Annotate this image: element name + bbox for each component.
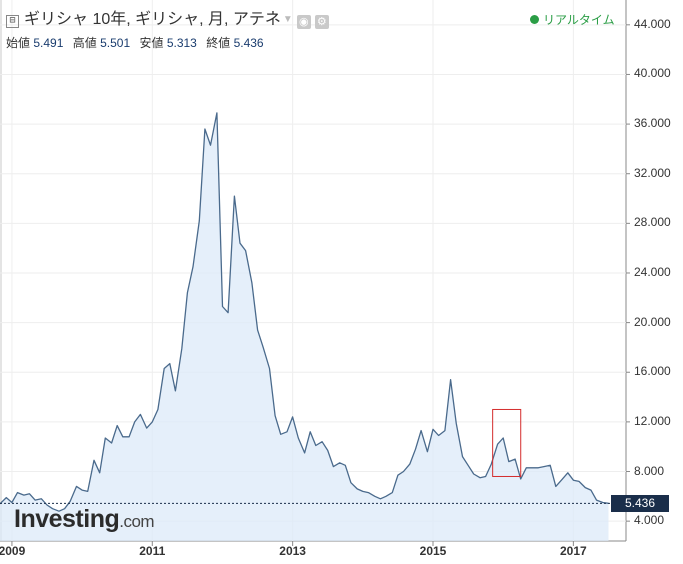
- y-tick-label: 28.000: [634, 215, 671, 230]
- open-value: 5.491: [33, 36, 64, 50]
- highlight-box: [492, 408, 522, 477]
- realtime-dot-icon: [530, 15, 539, 24]
- triangle-down-icon[interactable]: ▼: [282, 14, 293, 25]
- area-fill: [0, 112, 609, 542]
- ohlc-readout: 始値 5.491 高値 5.501 安値 5.313 終値 5.436: [6, 34, 270, 51]
- x-tick-label: 2009: [0, 544, 26, 558]
- last-value-label: 5.436: [611, 495, 669, 513]
- chart-header: ⊟ ギリシャ 10年, ギリシャ, 月, アテネ ▼ ◉ ⚙: [6, 5, 329, 29]
- series-area: [0, 112, 609, 542]
- logo-main: Investing: [14, 505, 120, 533]
- gear-icon[interactable]: ⚙: [314, 15, 329, 29]
- high-value: 5.501: [100, 36, 131, 50]
- tick-marks: [11, 24, 630, 546]
- logo-suffix: .com: [119, 512, 155, 531]
- low-value: 5.313: [166, 36, 197, 50]
- y-tick-label: 36.000: [634, 116, 671, 131]
- y-tick-label: 24.000: [634, 264, 671, 279]
- high-label: 高値: [72, 36, 97, 50]
- low-label: 安値: [139, 36, 164, 50]
- y-tick-label: 40.000: [634, 66, 671, 81]
- chart-title: ギリシャ 10年, ギリシャ, 月, アテネ: [24, 11, 281, 28]
- annotations: [0, 408, 626, 504]
- grid-lines: [0, 0, 626, 541]
- close-value: 5.436: [233, 36, 264, 50]
- collapse-button[interactable]: ⊟: [6, 15, 19, 28]
- x-tick-label: 2013: [279, 544, 306, 558]
- series-line: [0, 112, 609, 512]
- realtime-label: リアルタイム: [543, 13, 615, 27]
- open-label: 始値: [6, 36, 31, 50]
- y-tick-label: 4.000: [634, 513, 665, 528]
- x-tick-label: 2017: [560, 544, 587, 558]
- x-tick-label: 2015: [419, 544, 447, 558]
- y-tick-label: 44.000: [634, 16, 671, 31]
- realtime-indicator: リアルタイム: [530, 11, 615, 28]
- y-tick-label: 8.000: [634, 463, 665, 478]
- camera-icon[interactable]: ◉: [296, 15, 311, 29]
- y-tick-label: 12.000: [634, 413, 671, 428]
- close-label: 終値: [206, 36, 231, 50]
- y-tick-label: 32.000: [634, 165, 671, 180]
- x-tick-label: 2011: [139, 544, 166, 558]
- investing-logo: Investing.com: [14, 505, 155, 534]
- y-tick-label: 20.000: [634, 314, 671, 329]
- y-tick-label: 16.000: [634, 364, 671, 379]
